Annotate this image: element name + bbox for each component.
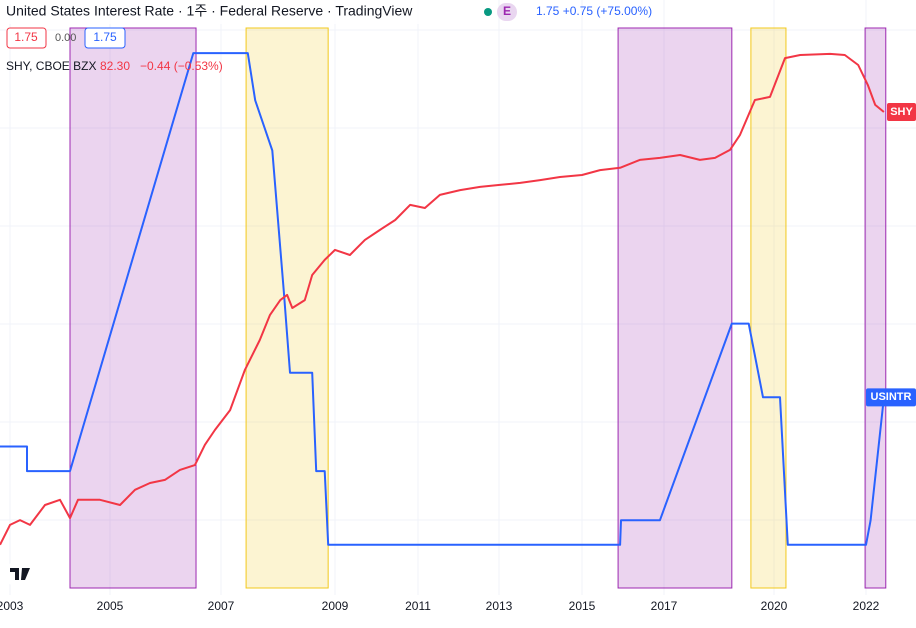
shaded-region xyxy=(750,27,787,589)
overlay-price: 82.30 xyxy=(100,59,130,73)
shaded-region xyxy=(69,27,197,589)
badge[interactable]: E xyxy=(503,4,511,18)
logo-bg xyxy=(4,562,38,586)
overlay-change: −0.44 (−0.53%) xyxy=(140,59,223,73)
series-lines xyxy=(0,52,885,546)
price-label: SHY xyxy=(890,106,913,118)
badge-bg[interactable] xyxy=(497,3,517,21)
header: United States Interest Rate · 1주 · Feder… xyxy=(0,0,652,73)
chart-title: United States Interest Rate · 1주 · Feder… xyxy=(6,3,413,19)
x-tick-label: 2011 xyxy=(405,599,431,613)
x-tick-label: 2020 xyxy=(761,599,788,613)
ohlc-value: 1.75 xyxy=(14,30,38,44)
status-dot xyxy=(484,8,492,16)
ohlc-value: 0.00 xyxy=(55,32,76,44)
price-labels: USINTR SHY xyxy=(866,102,916,407)
x-axis: 2003 2005 2007 2009 2011 2013 2015 2017 2020 2022 xyxy=(0,599,880,613)
x-tick-label: 2005 xyxy=(97,599,124,613)
shaded-region xyxy=(245,27,329,589)
x-tick-label: 2009 xyxy=(322,599,349,613)
series-line xyxy=(0,52,885,546)
price-label-bg xyxy=(866,388,916,407)
x-tick-label: 2017 xyxy=(651,599,678,613)
x-tick-label: 2015 xyxy=(569,599,596,613)
overlay-name: SHY, CBOE BZX xyxy=(6,59,96,73)
x-tick-label: 2007 xyxy=(208,599,235,613)
header-bg xyxy=(0,0,470,24)
price-label-bg xyxy=(887,102,916,121)
logo xyxy=(10,568,30,580)
shaded-region xyxy=(617,27,733,589)
x-tick-label: 2022 xyxy=(853,599,880,613)
series-line xyxy=(0,52,885,546)
shaded-regions xyxy=(69,27,887,589)
ohlc-box xyxy=(6,27,47,49)
price-label: USINTR xyxy=(871,391,912,403)
x-tick-label: 2013 xyxy=(486,599,513,613)
ohlc-box xyxy=(84,27,126,49)
shaded-region xyxy=(864,27,887,589)
quote: 1.75 +0.75 (+75.00%) xyxy=(536,4,652,18)
x-tick-label: 2003 xyxy=(0,599,24,613)
ohlc-value: 1.75 xyxy=(93,30,117,44)
tradingview-logo xyxy=(4,562,38,586)
plot-background xyxy=(0,0,916,595)
